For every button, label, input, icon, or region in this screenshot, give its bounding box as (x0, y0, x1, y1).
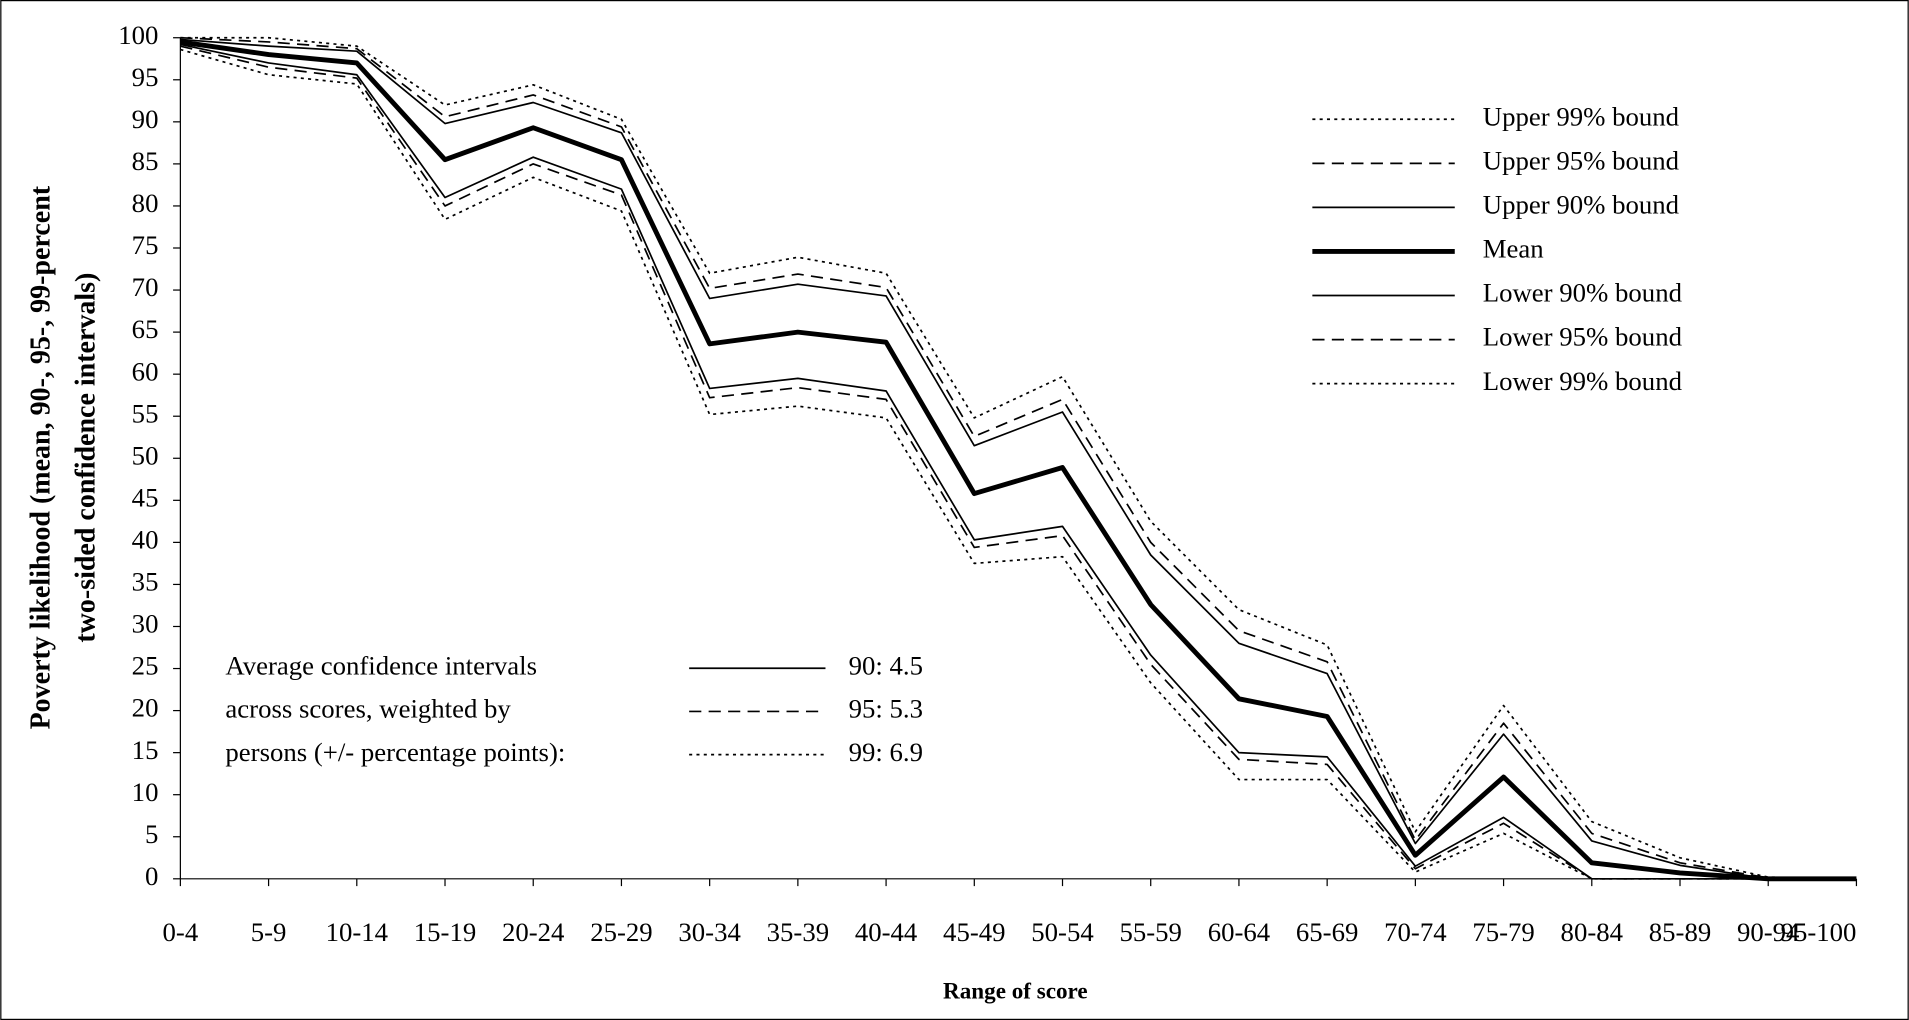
x-tick-label: 60-64 (1208, 917, 1270, 947)
y-tick-label: 55 (132, 398, 159, 428)
x-tick-label: 45-49 (943, 917, 1005, 947)
y-axis-label-line: two-sided confidence intervals) (70, 273, 101, 643)
series-line (180, 39, 1857, 882)
annotation-text: Average confidence intervals (225, 650, 537, 680)
x-tick-label: 5-9 (251, 917, 287, 947)
legend-label: Lower 99% bound (1483, 366, 1683, 396)
y-tick-label: 95 (132, 62, 159, 92)
annotation-value: 99: 6.9 (849, 737, 923, 767)
legend-label: Upper 95% bound (1483, 145, 1680, 175)
x-tick-label: 95-100 (1781, 917, 1857, 947)
x-tick-label: 15-19 (414, 917, 476, 947)
legend-label: Lower 90% bound (1483, 278, 1683, 308)
y-axis-label: Poverty likelihood (mean, 90-, 95-, 99-p… (25, 185, 101, 729)
legend-label: Lower 95% bound (1483, 322, 1683, 352)
y-tick-label: 30 (132, 609, 159, 639)
x-tick-label: 80-84 (1561, 917, 1623, 947)
x-tick-label: 20-24 (502, 917, 564, 947)
x-tick-label: 0-4 (163, 917, 199, 947)
x-tick-label: 10-14 (326, 917, 388, 947)
annotation-text: across scores, weighted by (225, 694, 511, 724)
x-tick-label: 40-44 (855, 917, 917, 947)
y-tick-label: 35 (132, 567, 159, 597)
x-tick-label: 30-34 (678, 917, 740, 947)
y-tick-label: 65 (132, 314, 159, 344)
annotation-value: 95: 5.3 (849, 694, 923, 724)
y-tick-label: 50 (132, 440, 159, 470)
annotation-value: 90: 4.5 (849, 650, 923, 680)
x-tick-label: 85-89 (1649, 917, 1711, 947)
series-line (180, 45, 1857, 880)
y-tick-label: 25 (132, 651, 159, 681)
legend-label: Upper 99% bound (1483, 101, 1680, 131)
y-tick-label: 100 (118, 20, 158, 50)
x-tick-label: 35-39 (767, 917, 829, 947)
x-tick-label: 75-79 (1472, 917, 1534, 947)
x-tick-label: 55-59 (1119, 917, 1181, 947)
x-tick-label: 90-94 (1737, 917, 1799, 947)
y-tick-label: 70 (132, 272, 159, 302)
legend-label: Mean (1483, 234, 1544, 264)
x-tick-label: 50-54 (1031, 917, 1093, 947)
y-tick-label: 45 (132, 482, 159, 512)
series-line (180, 43, 1857, 880)
y-tick-label: 40 (132, 525, 159, 555)
series-line (180, 36, 1857, 880)
x-tick-label: 65-69 (1296, 917, 1358, 947)
y-tick-label: 75 (132, 230, 159, 260)
y-tick-label: 0 (145, 861, 158, 891)
annotation-text: persons (+/- percentage points): (225, 737, 565, 767)
y-tick-label: 5 (145, 819, 158, 849)
x-tick-label: 25-29 (590, 917, 652, 947)
y-tick-label: 60 (132, 356, 159, 386)
y-tick-label: 80 (132, 188, 159, 218)
legend-label: Upper 90% bound (1483, 190, 1680, 220)
series-line (180, 38, 1857, 880)
y-tick-label: 20 (132, 693, 159, 723)
series-line (180, 48, 1857, 880)
y-tick-label: 85 (132, 146, 159, 176)
x-axis-label: Range of score (943, 979, 1088, 1005)
y-axis-label-line: Poverty likelihood (mean, 90-, 95-, 99-p… (25, 185, 56, 729)
y-tick-label: 15 (132, 735, 159, 765)
y-tick-label: 10 (132, 777, 159, 807)
x-tick-label: 70-74 (1384, 917, 1446, 947)
y-tick-label: 90 (132, 104, 159, 134)
